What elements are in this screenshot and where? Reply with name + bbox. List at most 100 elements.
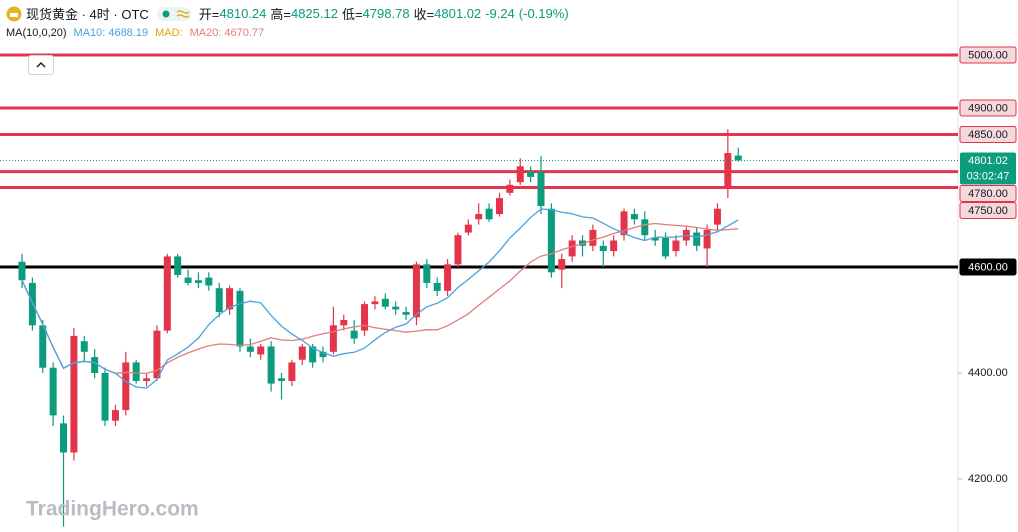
ma-title: MA(10,0,20)	[6, 27, 67, 39]
candle-body	[423, 264, 431, 283]
price-label: 4600.00	[968, 261, 1008, 273]
header: 现货黄金 · 4时 · OTC 开= 4810.24 高= 4825.12 低= 47…	[6, 4, 569, 23]
candle-body	[267, 346, 275, 384]
low-label: 低=	[341, 7, 363, 22]
candle-body	[630, 214, 638, 220]
candle-body	[713, 208, 721, 225]
candle-body	[319, 351, 327, 358]
candle-body	[101, 373, 109, 421]
candle-body	[215, 288, 223, 313]
candle-body	[516, 166, 524, 183]
candle-body	[153, 330, 161, 379]
candle-body	[91, 357, 99, 374]
candle-body	[246, 346, 254, 352]
candle-body	[547, 208, 555, 273]
candle-body	[412, 264, 420, 318]
price-label: 4750.00	[968, 205, 1008, 217]
countdown-label: 03:02:47	[967, 170, 1010, 182]
candle-body	[184, 277, 192, 283]
candle-body	[80, 341, 88, 352]
chevron-icon	[36, 62, 46, 68]
ma10-line	[21, 208, 739, 389]
ma20-line	[21, 222, 739, 375]
price-label-box	[959, 126, 1017, 144]
y-tick-label: 4200.00	[968, 473, 1008, 485]
candle-body	[506, 184, 514, 193]
candle-body	[111, 410, 119, 421]
ma-legend: MA(10,0,20) MA10: 4688.19 MAD: MA20: 4670.…	[6, 27, 264, 39]
collapse-button[interactable]	[28, 55, 54, 75]
ma10-label: MA10:	[73, 27, 106, 39]
close-value: 4801.02	[434, 6, 482, 21]
candle-body	[693, 232, 701, 246]
candle-body	[485, 208, 493, 220]
change-percent: (-0.19%)	[518, 6, 569, 21]
symbol-icon	[6, 6, 22, 21]
candle-body	[257, 346, 265, 355]
price-label: 5000.00	[968, 49, 1008, 61]
candle-body	[537, 171, 545, 207]
high-label: 高=	[270, 7, 291, 22]
high-value: 4825.12	[290, 6, 338, 21]
candle-body	[329, 325, 337, 352]
candle-body	[194, 280, 202, 283]
change-value: -9.24	[485, 6, 515, 21]
candle-body	[70, 335, 78, 453]
candle-body	[143, 378, 151, 381]
candle-body	[381, 298, 389, 307]
open-value: 4810.24	[219, 6, 267, 21]
candle-body	[620, 211, 628, 236]
watermark: TradingHero.com	[26, 498, 199, 521]
candle-body	[641, 219, 649, 236]
ma20-value: 4670.77	[224, 27, 265, 39]
price-label: 4900.00	[968, 102, 1008, 114]
candle-body	[433, 282, 441, 291]
candle-body	[527, 171, 535, 177]
candle-body	[361, 304, 369, 331]
candle-body	[174, 256, 182, 275]
candle-body	[662, 237, 670, 257]
price-label-box	[959, 184, 1017, 202]
candle-body	[444, 264, 452, 291]
price-label: 4801.02	[968, 155, 1008, 167]
candle-body	[672, 240, 680, 252]
ma10-value: 4688.19	[108, 27, 149, 39]
candle-body	[288, 362, 296, 381]
low-value: 4798.78	[362, 6, 410, 21]
candle-body	[734, 155, 742, 161]
price-label-box	[960, 152, 1016, 185]
candle-body	[236, 290, 244, 347]
symbol-title: 现货黄金 · 4时 · OTC	[26, 7, 149, 22]
price-label-box	[959, 46, 1017, 64]
candle-body	[163, 256, 171, 331]
candle-body	[122, 362, 130, 411]
candle-body	[724, 153, 732, 188]
candle-body	[226, 288, 234, 310]
candle-body	[60, 423, 68, 453]
candle-body	[340, 320, 348, 326]
candle-body	[18, 261, 26, 281]
price-label: 4850.00	[968, 129, 1008, 141]
candle-body	[599, 245, 607, 252]
candle-body	[298, 346, 306, 360]
status-icons	[156, 6, 191, 21]
candle-body	[651, 237, 659, 241]
open-label: 开=	[198, 7, 220, 22]
candle-body	[589, 229, 597, 246]
price-label-box	[959, 258, 1017, 276]
candle-body	[568, 240, 576, 257]
candle-body	[278, 378, 285, 381]
candle-body	[610, 240, 618, 252]
candle-body	[49, 367, 57, 416]
candle-body	[371, 301, 379, 305]
price-label-box	[959, 99, 1017, 117]
price-label: 4780.00	[968, 188, 1008, 200]
price-label-box	[959, 201, 1017, 219]
candle-body	[558, 259, 566, 270]
mad-label: MAD:	[155, 27, 183, 39]
candle-body	[454, 235, 462, 265]
candle-body	[464, 224, 472, 233]
candle-body	[402, 312, 410, 315]
